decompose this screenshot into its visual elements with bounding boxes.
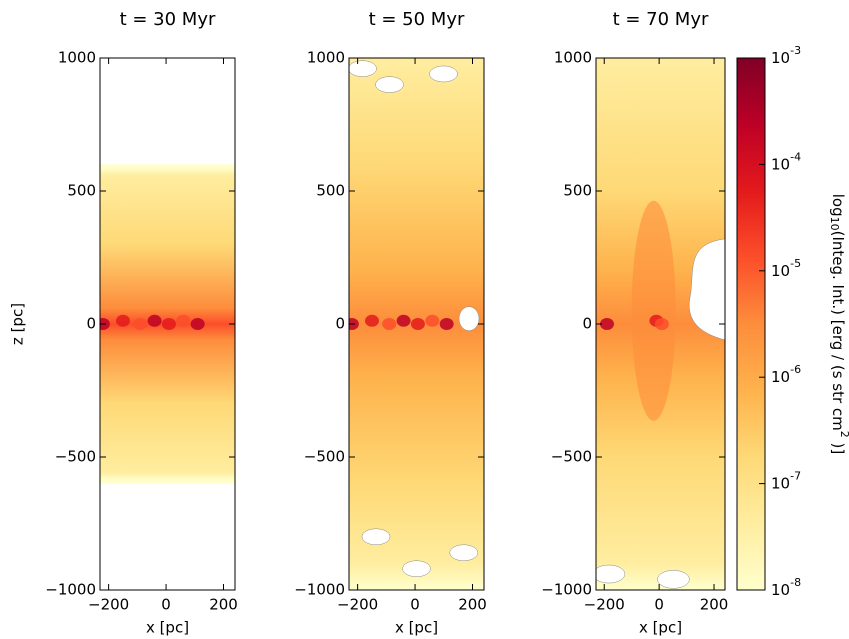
colorbar-tick-base: 10 (771, 581, 790, 599)
map-void (688, 238, 725, 341)
x-axis-label: x [pc] (395, 619, 438, 637)
colorbar-label-part: 10 (828, 217, 841, 231)
x-tick-label: 200 (458, 596, 487, 614)
map-void (657, 570, 690, 589)
y-tick-label: 500 (316, 182, 345, 200)
colorbar-tick-base: 10 (771, 155, 790, 173)
x-tick-label: 0 (654, 596, 664, 614)
map-clump (161, 318, 176, 330)
map-void (458, 306, 480, 331)
colorbar-tick-label: 10-7 (771, 470, 801, 493)
colorbar-label-part: (Integ. Int.) [erg / (s str cm (830, 231, 848, 431)
x-tick-label: 200 (700, 596, 729, 614)
y-tick-label: −500 (55, 448, 96, 466)
colorbar-tick-exponent: -4 (790, 150, 801, 163)
map-clump (382, 318, 397, 330)
y-tick-label: 0 (335, 315, 345, 333)
map-void (402, 560, 431, 577)
colorbar-tick-base: 10 (771, 474, 790, 492)
map-clump (133, 318, 148, 330)
colorbar-tick-label: 10-5 (771, 257, 801, 280)
map-clump (147, 314, 162, 327)
map-clump (115, 314, 130, 327)
colorbar-label-part: log (830, 194, 848, 217)
y-tick-label: −1000 (541, 581, 592, 599)
x-tick-label: −200 (337, 596, 378, 614)
colorbar-tick-exponent: -7 (790, 470, 801, 483)
panel-title: t = 50 Myr (369, 9, 465, 30)
colorbar-tick-base: 10 (771, 261, 790, 279)
colorbar-label-part: )] (830, 438, 848, 454)
map-clump (410, 318, 425, 330)
y-tick-label: 1000 (554, 49, 592, 67)
x-axis-label: x [pc] (146, 619, 189, 637)
map-clump (425, 314, 440, 327)
y-axis-label: z [pc] (9, 303, 27, 345)
y-tick-label: 500 (67, 182, 96, 200)
colorbar-tick-exponent: -5 (790, 257, 801, 270)
map-image (349, 58, 484, 590)
colorbar-tick-exponent: -6 (790, 363, 801, 376)
map-void (596, 564, 626, 584)
x-axis-label: x [pc] (639, 619, 682, 637)
colorbar-tick-exponent: -8 (790, 576, 801, 589)
panel-title: t = 70 Myr (613, 9, 709, 30)
x-tick-label: −200 (88, 596, 129, 614)
y-tick-label: 1000 (58, 49, 96, 67)
y-tick-label: 0 (582, 315, 592, 333)
colorbar-tick-label: 10-3 (771, 44, 801, 67)
map-clump (396, 314, 411, 327)
y-tick-label: 1000 (307, 49, 345, 67)
colorbar-tick-label: 10-6 (771, 363, 801, 386)
map-clump (599, 318, 614, 330)
map-image (596, 58, 725, 590)
map-clump (364, 314, 379, 327)
map-image (100, 58, 235, 590)
x-tick-label: 0 (161, 596, 171, 614)
map-void (449, 544, 478, 562)
colorbar-label: log10(Integ. Int.) [erg / (s str cm2 )] (828, 194, 849, 455)
colorbar (736, 57, 766, 591)
colorbar-tick-label: 10-4 (771, 150, 801, 173)
x-tick-label: −200 (584, 596, 625, 614)
map-clump (190, 318, 205, 330)
colorbar-tick-label: 10-8 (771, 576, 801, 599)
map-void (361, 528, 391, 546)
y-tick-label: −500 (304, 448, 345, 466)
map-void (349, 60, 377, 77)
colorbar-tick-base: 10 (771, 368, 790, 386)
colorbar-tick-exponent: -3 (790, 44, 801, 57)
colorbar-label-part: 2 (838, 431, 849, 438)
x-tick-label: 0 (410, 596, 420, 614)
map-void (429, 65, 458, 83)
y-tick-label: −1000 (45, 581, 96, 599)
y-tick-label: −1000 (294, 581, 345, 599)
map-filament (631, 200, 676, 421)
map-clump (176, 314, 191, 327)
y-tick-label: −500 (551, 448, 592, 466)
panel-title: t = 30 Myr (120, 9, 216, 30)
map-clump (654, 318, 669, 330)
map-clump (439, 318, 454, 330)
x-tick-label: 200 (209, 596, 238, 614)
y-tick-label: 500 (563, 182, 592, 200)
colorbar-tick-base: 10 (771, 49, 790, 67)
y-tick-label: 0 (86, 315, 96, 333)
map-void (375, 76, 404, 93)
